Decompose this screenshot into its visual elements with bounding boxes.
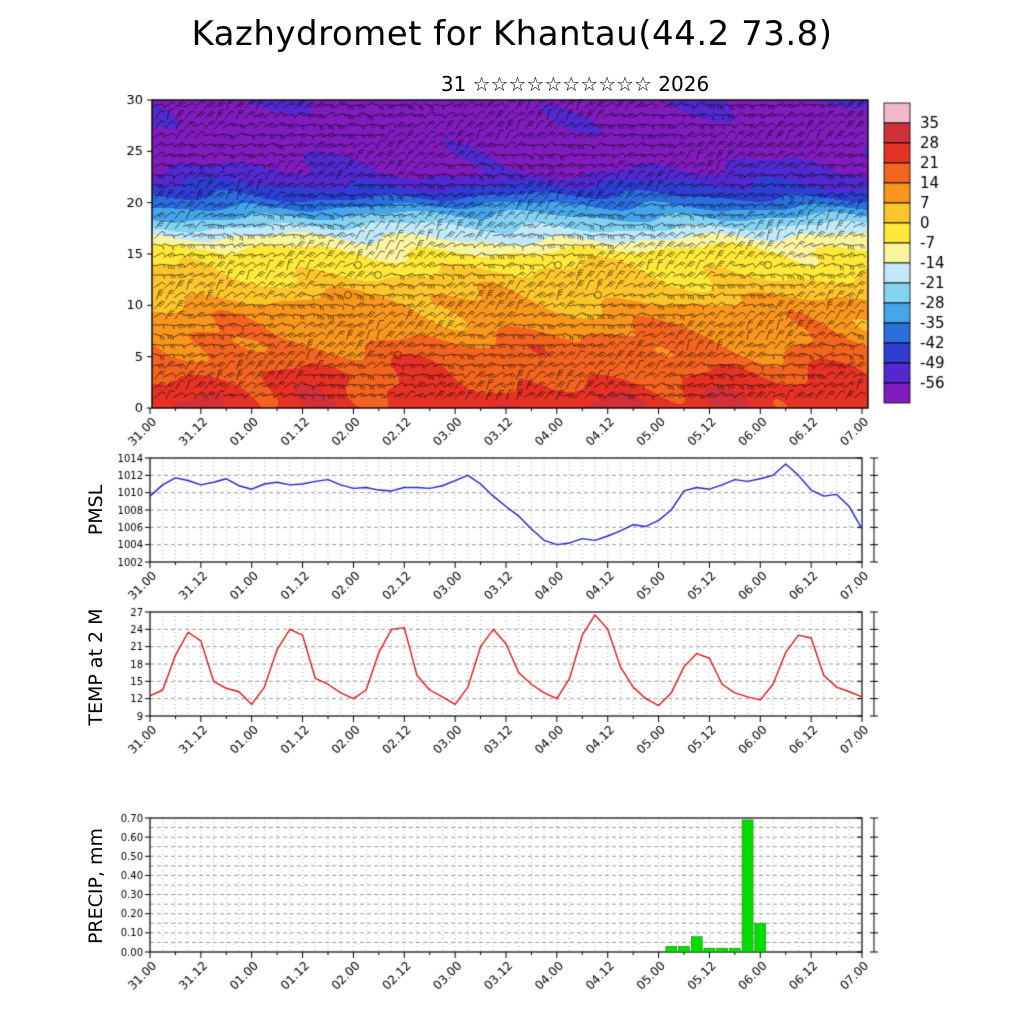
temp-2m-chart bbox=[0, 606, 1024, 776]
temperature-cross-section-chart bbox=[0, 95, 1024, 455]
pmsl-chart bbox=[0, 450, 1024, 615]
precip-chart bbox=[0, 810, 1024, 1020]
date-subtitle: 31 ☆☆☆☆☆☆☆☆☆☆ 2026 bbox=[440, 72, 710, 96]
pmsl-axis-label: PMSL bbox=[85, 484, 107, 536]
page-title: Kazhydromet for Khantau(44.2 73.8) bbox=[191, 14, 833, 54]
precip-axis-label: PRECIP, mm bbox=[85, 827, 107, 945]
temperature-colorbar bbox=[880, 100, 1024, 412]
temp-axis-label: TEMP at 2 M bbox=[85, 608, 107, 726]
